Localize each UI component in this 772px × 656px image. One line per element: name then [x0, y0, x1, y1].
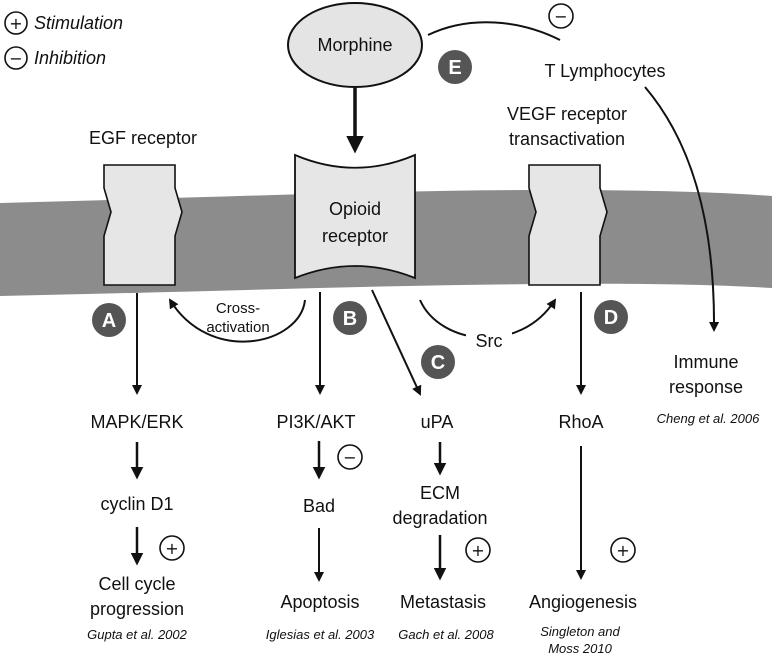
- metastasis-stimulation-symbol: +: [471, 541, 484, 560]
- cell-cycle-stimulation-symbol: +: [165, 539, 178, 558]
- badge-b-label: B: [343, 308, 357, 330]
- immune-response-label-line1: Immune: [673, 352, 738, 372]
- cell-cycle-label-line1: Cell cycle: [98, 574, 175, 594]
- egf-receptor-shape: [104, 165, 182, 285]
- vegf-receptor-label-line1: VEGF receptor: [507, 104, 627, 124]
- ecm-label-line1: ECM: [420, 483, 460, 503]
- singleton-reference-line1: Singleton and: [540, 624, 620, 639]
- t-lymphocyte-inhibition-symbol: −: [554, 7, 567, 26]
- morphine-label: Morphine: [317, 35, 392, 55]
- t-lymphocytes-label: T Lymphocytes: [544, 61, 665, 81]
- cyclin-d1-label: cyclin D1: [100, 494, 173, 514]
- angiogenesis-stimulation-symbol: +: [616, 541, 629, 560]
- immune-response-label-line2: response: [669, 377, 743, 397]
- morphine-to-t-lymphocytes-line: [428, 22, 560, 40]
- badge-d-label: D: [604, 307, 618, 329]
- apoptosis-label: Apoptosis: [280, 592, 359, 612]
- badge-c-label: C: [431, 352, 445, 374]
- receptor-to-upa-arrow: [372, 290, 420, 394]
- inhibition-legend-symbol: −: [9, 49, 22, 68]
- vegf-receptor-shape: [529, 165, 607, 285]
- pi3k-akt-label: PI3K/AKT: [276, 412, 355, 432]
- bad-inhibition-symbol: −: [343, 448, 356, 467]
- cheng-reference: Cheng et al. 2006: [657, 411, 760, 426]
- egf-receptor-label: EGF receptor: [89, 128, 197, 148]
- stimulation-legend-symbol: +: [9, 14, 22, 33]
- cross-activation-label-line2: activation: [206, 319, 269, 336]
- cell-cycle-label-line2: progression: [90, 599, 184, 619]
- cross-activation-label-line1: Cross-: [216, 300, 260, 317]
- ecm-label-line2: degradation: [392, 508, 487, 528]
- rhoa-label: RhoA: [558, 412, 603, 432]
- src-label: Src: [476, 331, 503, 351]
- metastasis-label: Metastasis: [400, 592, 486, 612]
- iglesias-reference: Iglesias et al. 2003: [266, 627, 375, 642]
- gach-reference: Gach et al. 2008: [398, 627, 494, 642]
- mapk-erk-label: MAPK/ERK: [90, 412, 183, 432]
- inhibition-legend-label: Inhibition: [34, 48, 106, 68]
- vegf-receptor-label-line2: transactivation: [509, 129, 625, 149]
- gupta-reference: Gupta et al. 2002: [87, 627, 188, 642]
- opioid-receptor-label-line1: Opioid: [329, 199, 381, 219]
- singleton-reference-line2: Moss 2010: [548, 641, 612, 656]
- badge-e-label: E: [448, 57, 461, 79]
- badge-a-label: A: [102, 310, 116, 332]
- upa-label: uPA: [421, 412, 454, 432]
- bad-label: Bad: [303, 496, 335, 516]
- legend: + Stimulation − Inhibition: [5, 12, 123, 69]
- opioid-receptor-label-line2: receptor: [322, 226, 388, 246]
- stimulation-legend-label: Stimulation: [34, 13, 123, 33]
- angiogenesis-label: Angiogenesis: [529, 592, 637, 612]
